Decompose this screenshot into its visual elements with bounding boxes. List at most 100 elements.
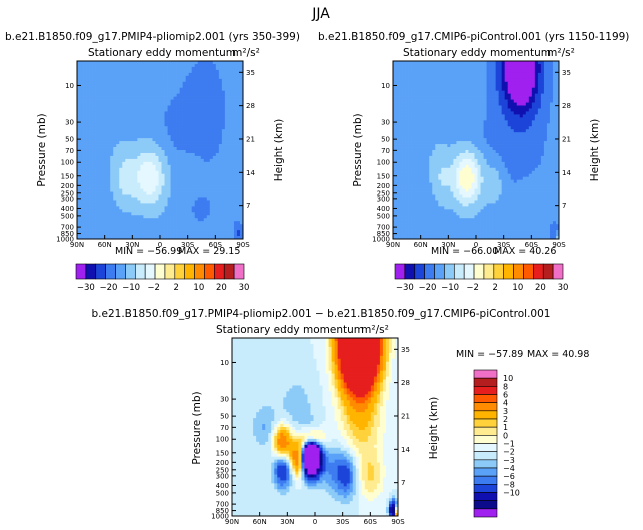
field-cell	[471, 81, 475, 86]
field-cell	[92, 179, 96, 183]
field-cell	[173, 120, 177, 124]
field-cell	[107, 123, 111, 127]
field-cell	[203, 230, 208, 234]
field-cell	[179, 93, 183, 97]
field-cell	[80, 236, 84, 240]
field-cell	[143, 102, 147, 106]
field-cell	[119, 194, 123, 198]
field-cell	[107, 150, 111, 154]
field-cell	[224, 111, 229, 115]
field-cell	[137, 215, 141, 219]
field-cell	[137, 90, 141, 94]
field-cell	[170, 200, 174, 204]
field-cell	[212, 179, 217, 183]
field-cell	[462, 126, 466, 130]
field-cell	[158, 191, 162, 195]
field-cell	[477, 108, 481, 112]
field-cell	[405, 111, 409, 115]
field-cell	[540, 102, 545, 106]
field-cell	[83, 173, 87, 178]
field-cell	[227, 200, 232, 204]
field-cell	[98, 87, 102, 92]
field-cell	[450, 135, 454, 139]
field-cell	[474, 114, 478, 118]
field-cell	[116, 236, 120, 240]
field-cell	[131, 63, 135, 68]
field-cell	[116, 203, 120, 207]
field-cell	[83, 144, 87, 148]
field-cell	[134, 93, 138, 97]
field-cell	[396, 108, 400, 112]
field-cell	[158, 78, 162, 83]
field-cell	[236, 108, 241, 112]
field-cell	[188, 224, 193, 228]
field-cell	[167, 158, 171, 163]
field-cell	[161, 191, 165, 195]
field-cell	[83, 221, 87, 225]
field-cell	[155, 221, 159, 225]
field-cell	[459, 90, 463, 94]
field-cell	[161, 147, 165, 151]
field-cell	[441, 114, 445, 118]
field-cell	[483, 135, 487, 139]
field-cell	[137, 173, 141, 178]
field-cell	[236, 75, 241, 80]
field-cell	[143, 90, 147, 94]
field-cell	[495, 138, 499, 142]
field-cell	[122, 176, 126, 181]
field-cell	[233, 218, 238, 222]
field-cell	[188, 138, 193, 142]
field-cell	[549, 108, 554, 112]
field-cell	[239, 197, 244, 201]
field-cell	[414, 84, 418, 89]
field-cell	[137, 161, 141, 166]
field-cell	[161, 158, 165, 163]
y-tick-label: 400	[61, 205, 74, 213]
field-cell	[164, 150, 168, 154]
field-cell	[179, 108, 183, 112]
field-cell	[423, 144, 427, 148]
field-cell	[474, 96, 478, 100]
field-cell	[95, 78, 99, 83]
field-cell	[140, 63, 144, 68]
field-cell	[188, 185, 193, 189]
field-cell	[107, 99, 111, 103]
field-cell	[110, 233, 114, 237]
field-cell	[537, 63, 542, 68]
field-cell	[119, 152, 123, 157]
field-cell	[161, 69, 165, 74]
field-cell	[149, 84, 153, 89]
field-cell	[194, 150, 199, 154]
field-cell	[507, 66, 512, 71]
field-cell	[411, 75, 415, 80]
field-cell	[77, 176, 81, 181]
field-cell	[155, 173, 159, 178]
field-cell	[534, 81, 539, 86]
field-cell	[227, 141, 232, 145]
field-cell	[474, 102, 478, 106]
field-cell	[501, 120, 506, 124]
field-cell	[212, 152, 217, 157]
field-cell	[113, 230, 117, 234]
field-cell	[185, 84, 190, 89]
field-cell	[83, 90, 87, 94]
field-cell	[86, 129, 90, 133]
field-cell	[209, 96, 214, 100]
field-cell	[543, 81, 548, 86]
field-cell	[206, 200, 211, 204]
field-cell	[537, 96, 542, 100]
field-cell	[107, 236, 111, 240]
field-cell	[402, 78, 406, 83]
field-cell	[480, 99, 484, 103]
field-cell	[212, 72, 217, 77]
field-cell	[197, 224, 202, 228]
field-cell	[134, 84, 138, 89]
field-cell	[155, 66, 159, 71]
field-cell	[230, 93, 235, 97]
field-cell	[80, 230, 84, 234]
field-cell	[185, 99, 190, 103]
field-cell	[236, 155, 241, 160]
field-cell	[158, 141, 162, 145]
field-cell	[179, 84, 183, 89]
field-cell	[402, 144, 406, 148]
